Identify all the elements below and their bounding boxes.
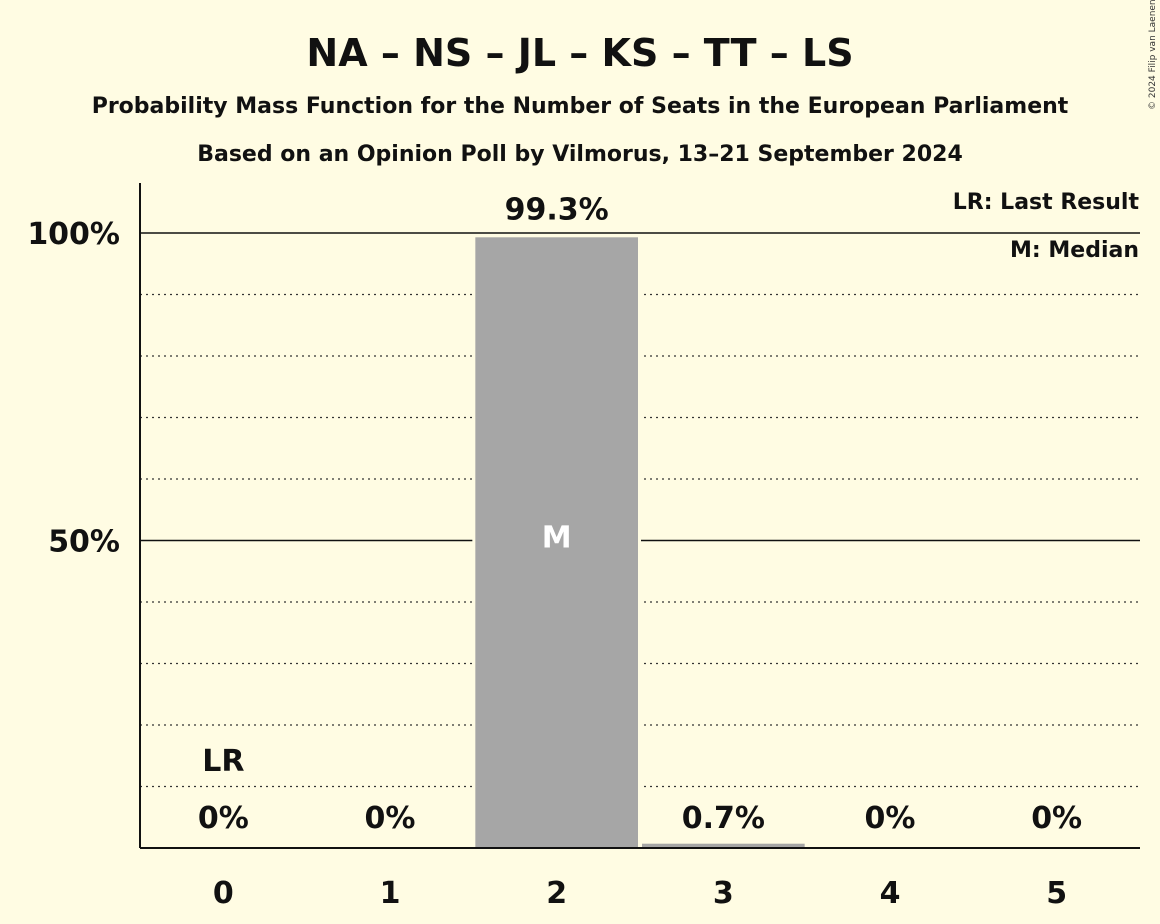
median-marker: M [542, 521, 572, 556]
value-label: 0% [865, 801, 916, 836]
x-tick-label: 4 [880, 876, 901, 911]
copyright-note: © 2024 Filip van Laenen [1148, 0, 1158, 110]
bars [472, 234, 808, 848]
x-tick-label: 2 [546, 876, 567, 911]
chart-subtitle-source: Based on an Opinion Poll by Vilmorus, 13… [197, 142, 963, 167]
x-tick-label: 0 [213, 876, 234, 911]
axes: 50% 100% 0 1 2 3 4 5 [27, 183, 1140, 911]
last-result-marker: LR [202, 744, 244, 779]
y-tick-label: 50% [48, 525, 120, 560]
data-labels: 0% 0% 99.3% 0.7% 0% 0% M LR [198, 192, 1082, 836]
value-label: 0% [198, 801, 249, 836]
legend-item: LR: Last Result [953, 190, 1140, 215]
bar [642, 843, 805, 848]
legend: LR: Last Result M: Median [953, 190, 1140, 263]
x-tick-label: 1 [380, 876, 401, 911]
x-tick-label: 3 [713, 876, 734, 911]
chart-title: NA – NS – JL – KS – TT – LS [306, 31, 853, 75]
value-label: 99.3% [505, 192, 609, 227]
legend-item: M: Median [1010, 238, 1139, 263]
y-tick-label: 100% [27, 217, 120, 252]
value-label: 0% [1031, 801, 1082, 836]
value-label: 0% [365, 801, 416, 836]
value-label: 0.7% [682, 801, 765, 836]
x-tick-label: 5 [1046, 876, 1067, 911]
bar [475, 237, 638, 848]
chart-subtitle: Probability Mass Function for the Number… [92, 94, 1069, 119]
